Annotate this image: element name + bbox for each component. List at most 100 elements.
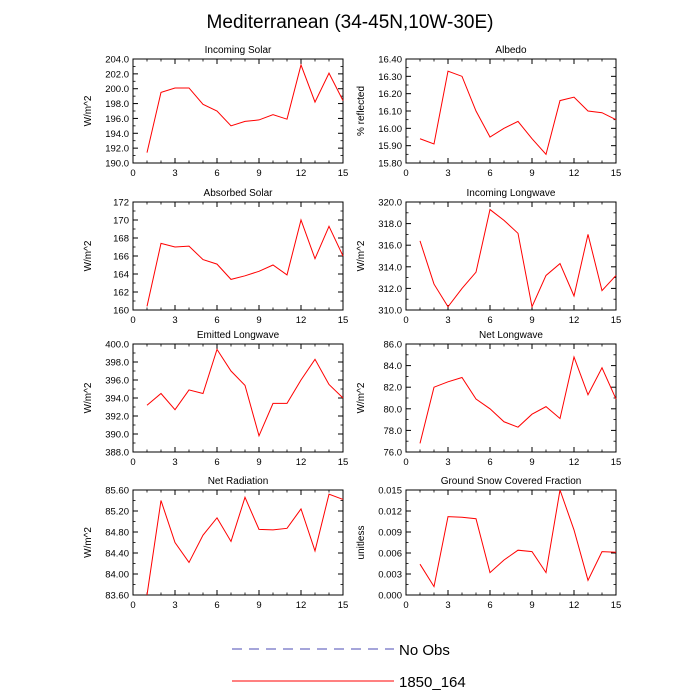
panel-title: Albedo [495,45,527,56]
y-tick-label: 396.0 [105,376,129,387]
x-tick-label: 6 [487,315,492,326]
y-axis-label: W/m^2 [356,240,367,271]
x-tick-label: 0 [130,168,135,179]
y-tick-label: 84.40 [105,549,129,560]
x-tick-label: 3 [172,600,177,611]
y-axis-label: W/m^2 [83,382,94,413]
y-tick-label: 166 [113,252,129,263]
legend: No Obs 1850_164 [232,642,466,691]
y-tick-label: 16.40 [378,55,402,66]
y-tick-label: 0.009 [378,528,402,539]
y-tick-label: 85.20 [105,507,129,518]
panel-title: Ground Snow Covered Fraction [441,476,582,487]
panel-title: Net Radiation [208,476,269,487]
y-tick-label: 320.0 [378,198,402,209]
y-axis-label: W/m^2 [83,527,94,558]
series-line-1850-164 [419,355,617,444]
panel-net-longwave: Net Longwave 0 3 6 9 12 15 76.0 78.0 80.0 82.0 84.0… [356,330,621,468]
y-tick-label: 202.0 [105,69,129,80]
x-tick-label: 9 [256,168,261,179]
y-tick-label: 168 [113,234,129,245]
x-tick-label: 15 [611,168,622,179]
y-tick-label: 15.80 [378,159,402,170]
x-tick-label: 12 [569,315,580,326]
y-tick-label: 204.0 [105,55,129,66]
panel-title: Net Longwave [479,330,543,341]
x-tick-label: 6 [214,457,219,468]
y-tick-label: 390.0 [105,430,129,441]
y-tick-label: 0.003 [378,570,402,581]
y-tick-label: 16.00 [378,124,402,135]
x-tick-label: 9 [529,168,534,179]
x-tick-label: 3 [445,315,450,326]
x-tick-label: 3 [172,168,177,179]
series-line-1850-164 [146,63,344,153]
y-tick-label: 82.0 [384,383,403,394]
series-line-1850-164 [146,348,344,438]
x-tick-label: 15 [338,457,349,468]
plot-frame [405,343,617,453]
series-line-1850-164 [146,493,344,596]
x-tick-label: 3 [172,315,177,326]
panel-title: Incoming Solar [205,45,272,56]
y-tick-label: 164 [113,270,129,281]
x-tick-label: 12 [296,600,307,611]
x-tick-label: 15 [611,315,622,326]
y-tick-label: 198.0 [105,99,129,110]
panels: Incoming Solar 0 3 6 9 12 15 190.0 192.0 194.0 196… [83,45,621,611]
plot-frame [132,201,344,311]
y-tick-label: 160 [113,306,129,317]
plot-frame [132,58,344,164]
x-tick-label: 0 [130,600,135,611]
x-tick-label: 12 [296,168,307,179]
x-tick-label: 0 [403,600,408,611]
plot-frame [405,58,617,164]
y-axis-label: W/m^2 [83,240,94,271]
y-axis-label: unitless [356,526,367,560]
y-tick-label: 0.015 [378,486,402,497]
x-tick-label: 3 [445,457,450,468]
x-tick-label: 0 [403,457,408,468]
y-tick-label: 84.0 [384,361,403,372]
series-line-1850-164 [146,218,344,307]
panel-absorbed-solar: Absorbed Solar 0 3 6 9 12 15 160 162 164 166 168 170… [83,188,348,326]
y-tick-label: 172 [113,198,129,209]
y-axis-label: % reflected [356,86,367,136]
y-tick-label: 0.000 [378,591,402,602]
panel-title: Incoming Longwave [467,188,556,199]
x-tick-label: 12 [296,457,307,468]
x-tick-label: 6 [214,600,219,611]
x-tick-label: 15 [338,168,349,179]
y-tick-label: 190.0 [105,159,129,170]
x-tick-label: 12 [569,168,580,179]
x-tick-label: 0 [130,457,135,468]
y-tick-label: 194.0 [105,129,129,140]
y-tick-label: 400.0 [105,340,129,351]
y-tick-label: 83.60 [105,591,129,602]
panel-incoming-solar: Incoming Solar 0 3 6 9 12 15 190.0 192.0 194.0 196… [83,45,348,179]
y-tick-label: 78.0 [384,426,403,437]
x-tick-label: 6 [214,315,219,326]
y-tick-label: 388.0 [105,448,129,459]
x-tick-label: 9 [529,600,534,611]
panel-title: Absorbed Solar [204,188,274,199]
panel-incoming-longwave: Incoming Longwave 0 3 6 9 12 15 310.0 312.0 314.0… [356,188,621,326]
y-tick-label: 86.0 [384,340,403,351]
y-tick-label: 170 [113,216,129,227]
panel-net-radiation: Net Radiation 0 3 6 9 12 15 83.60 84.00 84.40 84.8… [83,476,348,611]
y-axis-label: W/m^2 [356,382,367,413]
x-tick-label: 15 [338,600,349,611]
x-tick-label: 6 [487,600,492,611]
x-tick-label: 0 [130,315,135,326]
x-tick-label: 3 [445,600,450,611]
y-tick-label: 162 [113,288,129,299]
y-tick-label: 15.90 [378,141,402,152]
y-tick-label: 314.0 [378,262,402,273]
panel-emitted-longwave: Emitted Longwave 0 3 6 9 12 15 388.0 390.0 392.0 3… [83,330,348,468]
x-tick-label: 3 [172,457,177,468]
y-tick-label: 312.0 [378,284,402,295]
x-tick-label: 6 [214,168,219,179]
y-tick-label: 0.012 [378,507,402,518]
plot-frame [132,489,344,596]
y-tick-label: 192.0 [105,144,129,155]
